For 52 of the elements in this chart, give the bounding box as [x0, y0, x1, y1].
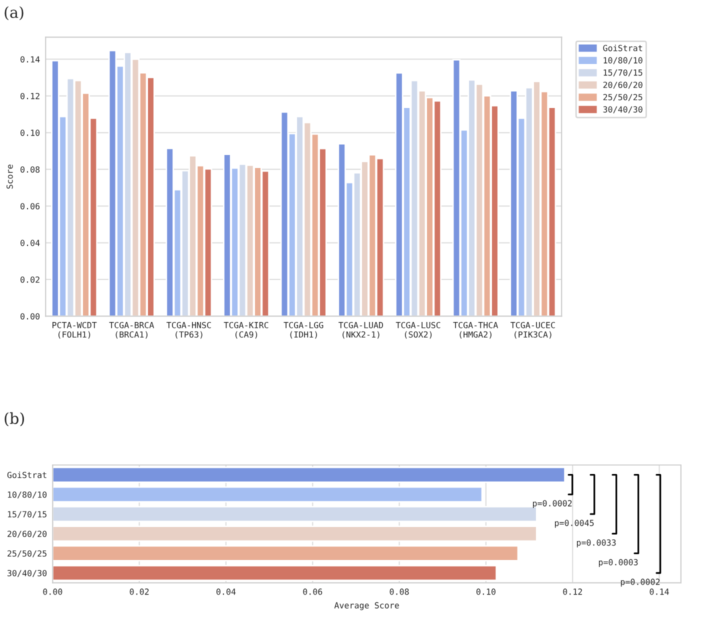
bar [52, 506, 538, 522]
x-tick-label: 0.00 [43, 588, 62, 595]
annotation: p=0.0033 [576, 539, 616, 548]
legend-label: 20/60/20 [603, 82, 642, 89]
y-tick-label: 30/40/30 [8, 570, 47, 577]
annotation: p=0.0002 [532, 500, 572, 508]
legend-label: 25/50/25 [603, 94, 642, 101]
x-tick-label: 0.06 [303, 588, 322, 595]
x-tick-label: 0.12 [563, 588, 582, 595]
x-tick-label: 0.04 [216, 588, 236, 595]
x-tick-label: 0.14 [650, 588, 669, 595]
y-tick-label: 0.04 [20, 240, 40, 246]
x-axis-title: Average Score [334, 602, 399, 610]
x-tick-label: TCGA-UCEC (PIK3CA) [510, 322, 555, 339]
chart-title: (b) [4, 412, 24, 426]
legend-label: 15/70/15 [604, 69, 642, 76]
bar [52, 526, 538, 542]
legend-label: GoiStrat [603, 44, 642, 52]
y-tick-label: 0.14 [20, 56, 40, 63]
y-tick-label: 0.10 [20, 130, 40, 136]
x-tick-label: TCGA-KIRC (CA9) [224, 322, 268, 339]
x-tick-label: TCGA-BRCA (BRCA1) [109, 322, 154, 339]
y-tick-label: 20/60/20 [8, 530, 47, 538]
x-tick-label: TCGA-LGG (IDH1) [284, 322, 324, 339]
y-tick-label: 0.02 [20, 276, 40, 283]
annotation: p=0.0045 [554, 520, 594, 528]
x-tick-label: PCTA-WCDT (FOLH1) [52, 322, 97, 339]
bar [52, 545, 519, 562]
bar [52, 486, 483, 503]
annotation: p=0.0002 [620, 578, 660, 587]
y-tick-label: 15/70/15 [8, 511, 46, 518]
y-tick-label: GoiStrat [7, 472, 46, 478]
x-tick-label: TCGA-LUAD (NKX2-1) [338, 322, 384, 339]
y-tick-label: 10/80/10 [8, 491, 47, 498]
legend-label: 10/80/10 [604, 57, 642, 64]
y-tick-label: 0.08 [20, 166, 40, 173]
x-tick-label: TCGA-LUSC (SOX2) [396, 322, 440, 339]
annotation: p=0.0003 [598, 559, 638, 567]
chart-title: (a) [4, 6, 24, 20]
y-axis-title: Score [6, 164, 13, 189]
bar [52, 466, 566, 483]
x-tick-label: TCGA-THCA (HMGA2) [453, 322, 498, 339]
y-tick-label: 0.12 [20, 92, 40, 100]
y-tick-label: 0.06 [20, 203, 40, 210]
x-tick-label: 0.10 [476, 588, 496, 595]
y-tick-label: 25/50/25 [8, 550, 46, 558]
x-tick-label: 0.02 [130, 588, 149, 595]
legend-label: 30/40/30 [603, 106, 642, 114]
x-tick-label: TCGA-HNSC (TP63) [166, 322, 211, 339]
bar [52, 564, 498, 582]
x-tick-label: 0.08 [390, 588, 409, 595]
y-tick-label: 0.00 [20, 313, 40, 320]
